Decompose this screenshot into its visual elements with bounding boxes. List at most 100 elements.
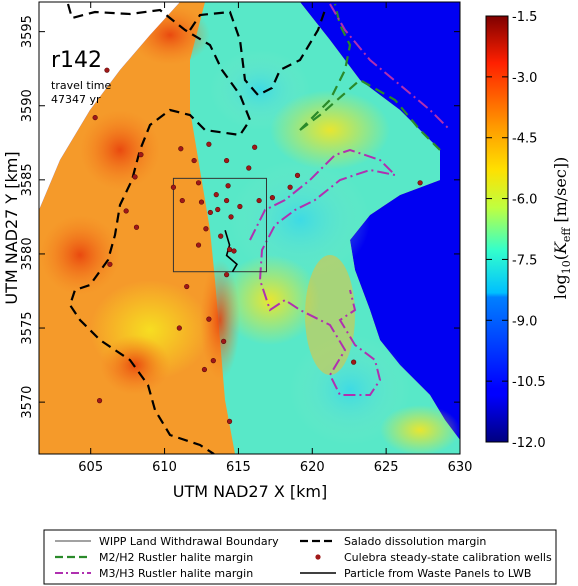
- calibration-well: [287, 184, 293, 190]
- salado-dissolution-margin: [66, 3, 252, 454]
- x-axis-ticks: 605 610 615 620 625 630: [78, 2, 472, 475]
- calibration-well: [195, 242, 202, 248]
- legend-label: Culebra steady-state calibration wells: [344, 551, 552, 564]
- legend-entry: M2/H2 Rustler halite margin: [55, 551, 253, 564]
- calibration-well: [269, 195, 275, 201]
- calibration-well: [133, 224, 140, 230]
- legend-entry: Salado dissolution margin: [300, 535, 486, 548]
- colorbar-label: log10(Keff [m/sec]): [551, 157, 573, 300]
- legend-label: M2/H2 Rustler halite margin: [99, 551, 253, 564]
- calibration-well: [104, 67, 110, 73]
- calibration-well: [206, 316, 212, 322]
- calibration-well: [107, 261, 113, 267]
- legend-box: [43, 529, 557, 585]
- legend-label: Particle from Waste Panels to LWB: [344, 567, 531, 580]
- map-overlay: [172, 177, 267, 273]
- permeability-field: [39, 2, 460, 454]
- calibration-well: [184, 283, 190, 290]
- calibration-well: [176, 325, 182, 331]
- realization-label: r142: [51, 48, 102, 73]
- colorbar-tick-label: -12.0: [512, 436, 546, 451]
- calibration-well: [191, 157, 197, 164]
- calibration-well: [215, 206, 221, 213]
- calibration-well: [224, 197, 230, 204]
- calibration-well: [351, 359, 357, 365]
- x-tick-label: 615: [226, 460, 251, 475]
- calibration-well: [96, 398, 103, 404]
- travel-time-label: travel time: [51, 79, 111, 92]
- y-tick-label: 3570: [20, 386, 35, 419]
- calibration-well: [207, 209, 213, 216]
- particle-path: [224, 229, 238, 273]
- x-tick-label: 620: [300, 460, 325, 475]
- calibration-well: [246, 165, 252, 171]
- colorbar-tick-label: -9.0: [512, 314, 537, 329]
- travel-time-value: 47347 yr: [51, 93, 101, 106]
- calibration-well: [206, 141, 212, 147]
- legend-entry: M3/H3 Rustler halite margin: [55, 567, 253, 580]
- calibration-well: [195, 180, 202, 186]
- y-tick-label: 3590: [20, 89, 35, 122]
- calibration-well: [203, 226, 209, 232]
- legend-label: WIPP Land Withdrawal Boundary: [99, 535, 279, 548]
- x-tick-label: 610: [152, 460, 177, 475]
- calibration-well: [224, 157, 230, 164]
- calibration-well: [224, 272, 230, 278]
- calibration-well: [201, 366, 208, 373]
- m2h2-rustler-halite-margin: [299, 3, 441, 151]
- calibration-well: [294, 172, 301, 178]
- colorbar-tick-label: -6.0: [512, 193, 537, 208]
- y-tick-label: 3580: [20, 237, 35, 270]
- calibration-well: [138, 152, 144, 158]
- legend-label: M3/H3 Rustler halite margin: [99, 567, 253, 580]
- calibration-well: [218, 233, 224, 239]
- y-tick-label: 3585: [20, 163, 35, 196]
- y-tick-label: 3575: [20, 311, 35, 344]
- calibration-well: [92, 114, 98, 121]
- legend-entry: WIPP Land Withdrawal Boundary: [55, 535, 279, 548]
- calibration-well: [226, 418, 233, 424]
- calibration-well: [225, 183, 231, 189]
- legend: WIPP Land Withdrawal Boundary Salado diss…: [55, 535, 552, 580]
- plot-frame: [38, 1, 461, 455]
- calibration-well: [231, 248, 237, 254]
- colorbar-ticks: -1.5 -3.0 -4.5 -6.0 -7.5 -9.0 -10.5 -12.0: [486, 10, 546, 451]
- wipp-land-withdrawal-boundary: [172, 177, 267, 273]
- calibration-wells: [92, 67, 423, 424]
- calibration-well: [228, 214, 234, 220]
- legend-entry: Particle from Waste Panels to LWB: [300, 567, 531, 580]
- y-axis-label: UTM NAD27 Y [km]: [2, 151, 21, 304]
- colorbar: [485, 15, 509, 443]
- legend-marker: [315, 554, 321, 560]
- calibration-well: [170, 184, 177, 190]
- x-tick-label: 630: [448, 460, 473, 475]
- calibration-well: [178, 146, 184, 152]
- m3h3-rustler-halite-margin: [249, 3, 451, 396]
- calibration-well: [123, 208, 129, 214]
- colorbar-tick-label: -10.5: [512, 375, 546, 390]
- calibration-well: [256, 197, 262, 204]
- colorbar-tick-label: -1.5: [512, 10, 537, 25]
- calibration-well: [221, 338, 227, 344]
- calibration-well: [213, 192, 219, 198]
- x-axis-label: UTM NAD27 X [km]: [173, 482, 327, 501]
- calibration-well: [179, 197, 185, 204]
- colorbar-tick-label: -4.5: [512, 132, 537, 147]
- calibration-well: [226, 246, 233, 253]
- x-tick-label: 625: [374, 460, 399, 475]
- calibration-well: [417, 180, 423, 186]
- calibration-well: [252, 144, 258, 150]
- y-axis-ticks: 3570 3575 3580 3585 3590 3595: [20, 15, 460, 419]
- legend-label: Salado dissolution margin: [344, 535, 486, 548]
- calibration-well: [210, 358, 216, 364]
- x-tick-label: 605: [78, 460, 103, 475]
- calibration-well: [132, 174, 138, 180]
- salado-margin-top: [189, 9, 327, 97]
- calibration-well: [198, 199, 205, 205]
- colorbar-tick-label: -3.0: [512, 71, 537, 86]
- legend-entry: Culebra steady-state calibration wells: [315, 551, 552, 564]
- calibration-well: [237, 203, 243, 210]
- y-tick-label: 3595: [20, 15, 35, 48]
- colorbar-tick-label: -7.5: [512, 253, 537, 268]
